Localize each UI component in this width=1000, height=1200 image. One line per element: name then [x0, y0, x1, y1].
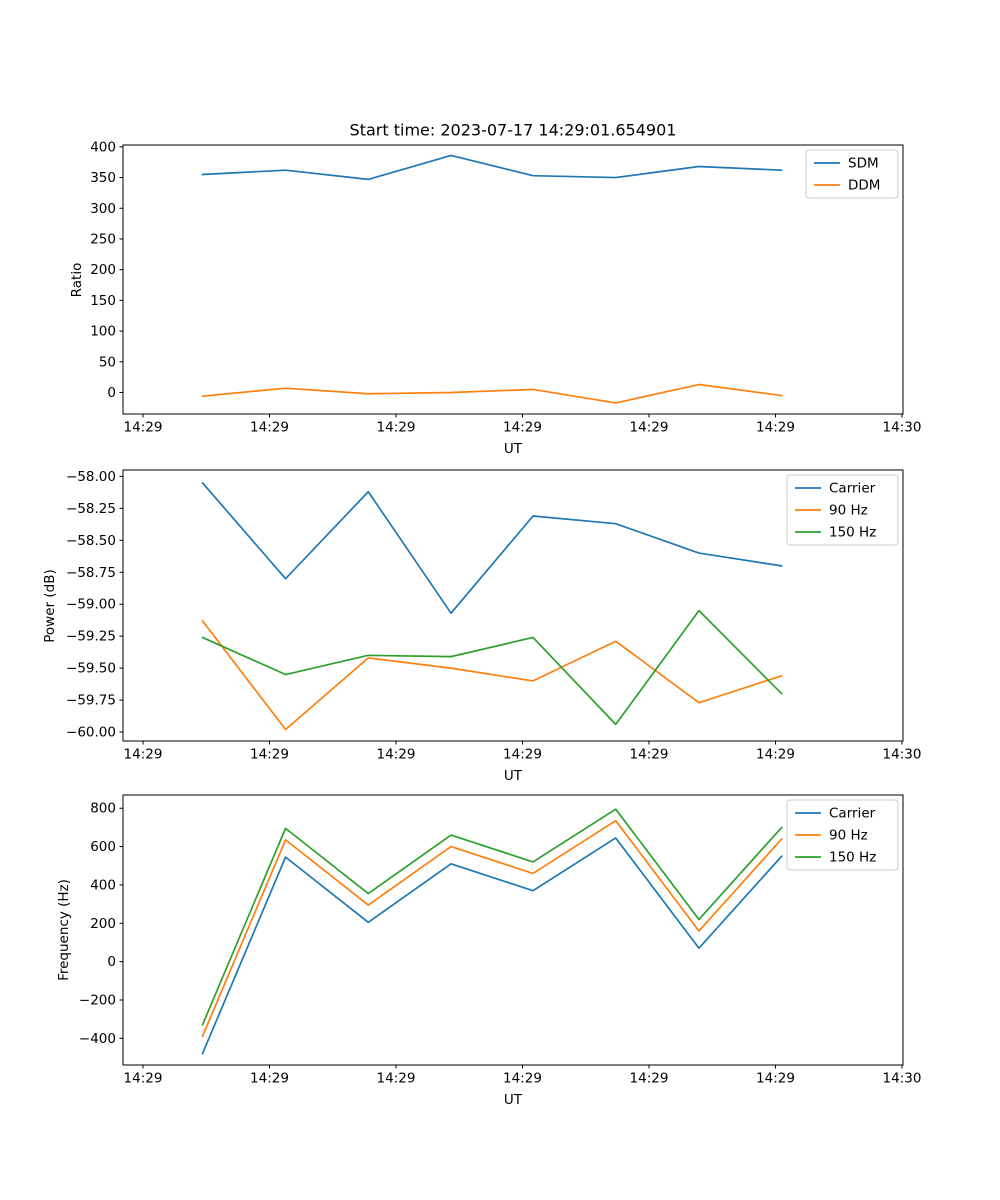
y-tick-label: 100: [90, 324, 116, 340]
y-tick-label: −58.00: [66, 469, 116, 485]
y-tick-label: 800: [90, 801, 116, 817]
x-tick-label: 14:29: [250, 420, 289, 436]
legend-box: [805, 149, 899, 199]
legend-label: SDM: [848, 156, 879, 172]
x-tick-label: 14:30: [883, 747, 922, 763]
x-tick-label: 14:29: [377, 1071, 416, 1087]
x-tick-label: 14:29: [250, 747, 289, 763]
y-tick-label: 150: [90, 293, 116, 309]
series-line-150-hz: [201, 609, 783, 726]
y-axis-label-frequency: Frequency (Hz): [56, 879, 72, 981]
y-tick-label: 600: [90, 839, 116, 855]
series-line-90-hz: [201, 819, 783, 1038]
series-line-90-hz: [201, 619, 783, 731]
y-tick-label: 300: [90, 201, 116, 217]
legend-box: [786, 799, 899, 871]
x-tick-label: 14:29: [756, 747, 795, 763]
x-axis-label-ut-middle: UT: [503, 768, 523, 784]
x-tick-label: 14:29: [756, 1071, 795, 1087]
series-line-sdm: [201, 154, 783, 181]
legend-label: 150 Hz: [829, 850, 876, 866]
y-tick-label: 0: [107, 954, 116, 970]
y-tick-label: −59.75: [66, 693, 116, 709]
y-tick-label: −60.00: [66, 725, 116, 741]
legend-label: 150 Hz: [829, 525, 876, 541]
plot-border: [122, 794, 904, 1066]
legend-box: [786, 474, 899, 546]
legend-label: Carrier: [829, 806, 876, 822]
y-tick-label: 400: [90, 139, 116, 155]
legend-label: 90 Hz: [829, 828, 868, 844]
y-tick-label: 400: [90, 877, 116, 893]
y-tick-label: 200: [90, 262, 116, 278]
y-tick-label: −59.50: [66, 661, 116, 677]
x-tick-label: 14:30: [883, 1071, 922, 1087]
y-tick-label: −58.50: [66, 533, 116, 549]
x-tick-label: 14:29: [503, 747, 542, 763]
y-tick-label: −58.25: [66, 501, 116, 517]
x-tick-label: 14:29: [630, 1071, 669, 1087]
y-tick-label: 350: [90, 170, 116, 186]
x-tick-label: 14:29: [630, 420, 669, 436]
series-line-carrier: [201, 481, 783, 615]
plot-border: [122, 144, 904, 415]
x-axis-label-ut-top: UT: [503, 441, 523, 457]
series-line-150-hz: [201, 808, 783, 1026]
x-tick-label: 14:29: [250, 1071, 289, 1087]
x-tick-label: 14:29: [377, 747, 416, 763]
x-tick-label: 14:29: [503, 1071, 542, 1087]
y-tick-label: −59.25: [66, 629, 116, 645]
x-tick-label: 14:29: [377, 420, 416, 436]
legend-label: Carrier: [829, 481, 876, 497]
x-tick-label: 14:30: [883, 420, 922, 436]
x-tick-label: 14:29: [503, 420, 542, 436]
y-tick-label: 50: [99, 354, 116, 370]
y-tick-label: −400: [79, 1031, 116, 1047]
x-tick-label: 14:29: [124, 747, 163, 763]
x-axis-label-ut-bottom: UT: [503, 1092, 523, 1108]
y-tick-label: −58.75: [66, 565, 116, 581]
x-tick-label: 14:29: [124, 420, 163, 436]
y-axis-label-ratio: Ratio: [69, 262, 85, 298]
series-line-carrier: [201, 837, 783, 1055]
y-tick-label: 0: [107, 385, 116, 401]
x-tick-label: 14:29: [756, 420, 795, 436]
y-tick-label: 200: [90, 916, 116, 932]
y-tick-label: −200: [79, 992, 116, 1008]
y-axis-label-power: Power (dB): [42, 569, 58, 643]
legend-label: DDM: [848, 178, 880, 194]
x-tick-label: 14:29: [124, 1071, 163, 1087]
legend-label: 90 Hz: [829, 503, 868, 519]
plot-border: [122, 469, 904, 742]
y-tick-label: 250: [90, 231, 116, 247]
series-line-ddm: [201, 383, 783, 404]
x-tick-label: 14:29: [630, 747, 669, 763]
y-tick-label: −59.00: [66, 597, 116, 613]
figure-title: Start time: 2023-07-17 14:29:01.654901: [349, 120, 677, 140]
